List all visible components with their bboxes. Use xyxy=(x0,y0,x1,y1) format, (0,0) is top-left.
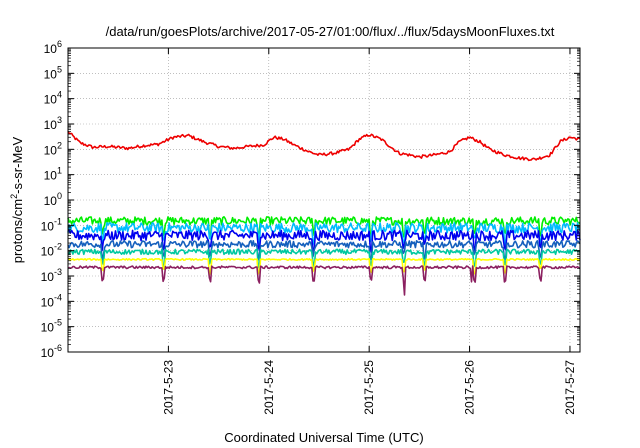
y-tick-base: 10 xyxy=(41,295,55,309)
y-tick-label: 104 xyxy=(44,90,62,107)
series-line-6 xyxy=(67,257,581,276)
x-tick-label: 2017-5-26 xyxy=(463,360,477,415)
y-tick-exp: 1 xyxy=(57,166,62,176)
y-tick-exp: -2 xyxy=(54,242,62,252)
x-tick-label: 2017-5-23 xyxy=(161,360,175,415)
y-tick-exp: 4 xyxy=(57,90,62,100)
y-tick-label: 10-3 xyxy=(41,267,62,284)
series-line-3 xyxy=(67,229,581,253)
y-tick-exp: -3 xyxy=(54,267,62,277)
y-tick-exp: -4 xyxy=(54,292,62,302)
x-axis-label: Coordinated Universal Time (UTC) xyxy=(224,430,423,445)
y-tick-base: 10 xyxy=(44,143,58,157)
x-tick-label: 2017-5-25 xyxy=(362,360,376,415)
y-tick-base: 10 xyxy=(44,93,58,107)
y-tick-label: 10-1 xyxy=(41,216,62,233)
y-tick-label: 10-5 xyxy=(41,318,62,335)
y-tick-base: 10 xyxy=(41,321,55,335)
x-axis: 2017-5-23 2017-5-24 2017-5-25 2017-5-26 2017… xyxy=(161,48,577,415)
y-axis-label-rest: -s-sr-MeV xyxy=(10,136,25,193)
y-tick-base: 10 xyxy=(41,245,55,259)
chart-title: /data/run/goesPlots/archive/2017-05-27/0… xyxy=(106,24,555,39)
y-tick-label: 100 xyxy=(44,191,62,208)
y-tick-label: 102 xyxy=(44,140,62,157)
series-line-5 xyxy=(67,248,581,270)
y-tick-exp: 2 xyxy=(57,140,62,150)
y-tick-base: 10 xyxy=(44,42,58,56)
y-tick-exp: 0 xyxy=(57,191,62,201)
y-tick-exp: 5 xyxy=(57,64,62,74)
x-tick-label: 2017-5-24 xyxy=(262,360,276,415)
y-tick-base: 10 xyxy=(44,67,58,81)
y-tick-label: 105 xyxy=(44,64,62,81)
grid xyxy=(68,48,580,352)
y-tick-label: 106 xyxy=(44,39,62,56)
y-tick-label: 103 xyxy=(44,115,62,132)
y-axis: 10-610-510-410-310-210-11001011021031041… xyxy=(41,39,580,360)
y-axis-label-main: protons/cm xyxy=(10,199,25,263)
y-tick-exp: 6 xyxy=(57,39,62,49)
series-group xyxy=(67,130,581,296)
y-axis-label: protons/cm2-s-sr-MeV xyxy=(9,136,25,263)
y-tick-base: 10 xyxy=(44,118,58,132)
y-tick-exp: -6 xyxy=(54,343,62,353)
y-tick-base: 10 xyxy=(41,219,55,233)
y-tick-label: 10-4 xyxy=(41,292,62,309)
y-tick-label: 10-2 xyxy=(41,242,62,259)
series-line-0 xyxy=(67,130,581,162)
x-tick-label: 2017-5-27 xyxy=(563,360,577,415)
series-line-2 xyxy=(67,222,581,247)
y-tick-base: 10 xyxy=(41,346,55,360)
series-line-1 xyxy=(67,216,581,238)
y-tick-base: 10 xyxy=(44,169,58,183)
series-line-4 xyxy=(67,239,581,262)
series-line-7 xyxy=(67,265,581,296)
y-tick-label: 10-6 xyxy=(41,343,62,360)
y-axis-label-sup: 2 xyxy=(9,194,19,199)
y-tick-exp: -5 xyxy=(54,318,62,328)
y-tick-exp: -1 xyxy=(54,216,62,226)
y-tick-base: 10 xyxy=(44,194,58,208)
y-tick-base: 10 xyxy=(41,270,55,284)
y-tick-exp: 3 xyxy=(57,115,62,125)
y-tick-label: 101 xyxy=(44,166,62,183)
